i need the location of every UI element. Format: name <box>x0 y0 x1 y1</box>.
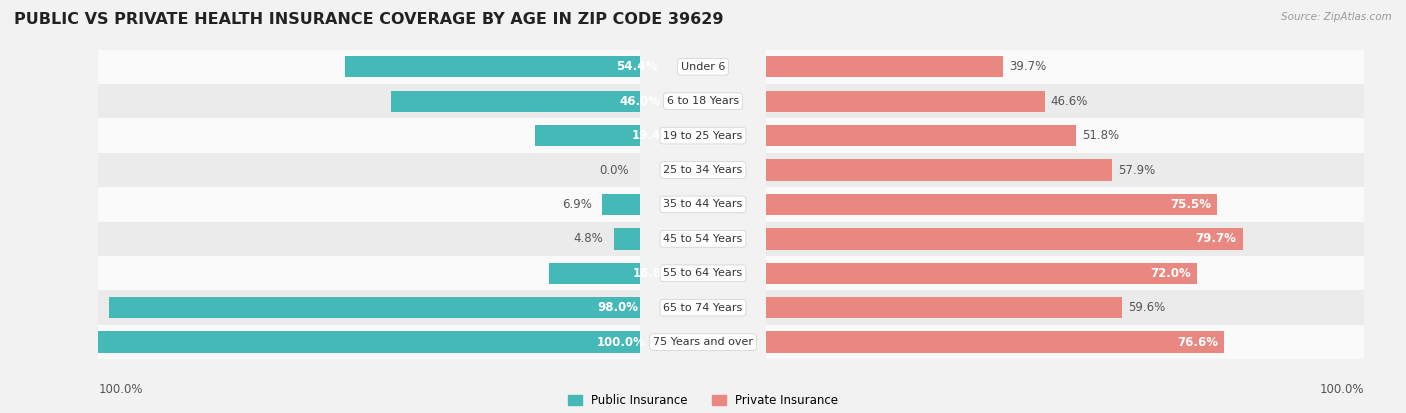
Bar <box>98 119 640 153</box>
Text: 57.9%: 57.9% <box>1118 164 1156 176</box>
Text: 79.7%: 79.7% <box>1195 233 1236 245</box>
Bar <box>614 228 640 249</box>
Text: 46.0%: 46.0% <box>620 95 661 108</box>
Bar <box>766 263 1197 284</box>
Bar <box>548 263 640 284</box>
Bar <box>98 187 640 222</box>
Text: 39.7%: 39.7% <box>1010 60 1046 73</box>
Bar <box>766 119 1364 153</box>
Bar <box>110 297 640 318</box>
Text: PUBLIC VS PRIVATE HEALTH INSURANCE COVERAGE BY AGE IN ZIP CODE 39629: PUBLIC VS PRIVATE HEALTH INSURANCE COVER… <box>14 12 724 27</box>
Bar <box>346 56 640 78</box>
Bar <box>766 84 1364 119</box>
Bar <box>766 50 1364 84</box>
Bar <box>766 325 1364 359</box>
Bar <box>766 290 1364 325</box>
Bar <box>766 90 1045 112</box>
Text: 72.0%: 72.0% <box>1150 267 1191 280</box>
Text: 55 to 64 Years: 55 to 64 Years <box>664 268 742 278</box>
Bar <box>391 90 640 112</box>
Legend: Public Insurance, Private Insurance: Public Insurance, Private Insurance <box>568 394 838 407</box>
Text: 25 to 34 Years: 25 to 34 Years <box>664 165 742 175</box>
Text: 45 to 54 Years: 45 to 54 Years <box>664 234 742 244</box>
Bar <box>766 222 1364 256</box>
Text: 76.6%: 76.6% <box>1177 336 1218 349</box>
Bar <box>766 297 1122 318</box>
Bar <box>98 290 640 325</box>
Text: 46.6%: 46.6% <box>1050 95 1088 108</box>
Text: 54.4%: 54.4% <box>616 60 657 73</box>
Bar <box>766 56 1004 78</box>
Text: 4.8%: 4.8% <box>574 233 603 245</box>
Bar <box>98 222 640 256</box>
Text: 100.0%: 100.0% <box>98 384 143 396</box>
Bar <box>766 159 1112 181</box>
Text: 100.0%: 100.0% <box>596 336 645 349</box>
Text: 35 to 44 Years: 35 to 44 Years <box>664 199 742 209</box>
Text: 6.9%: 6.9% <box>561 198 592 211</box>
Bar <box>98 153 640 187</box>
Bar <box>98 50 640 84</box>
Bar <box>602 194 640 215</box>
Bar <box>98 325 640 359</box>
Bar <box>766 125 1076 146</box>
Text: 19 to 25 Years: 19 to 25 Years <box>664 131 742 140</box>
Text: 98.0%: 98.0% <box>598 301 638 314</box>
Text: 65 to 74 Years: 65 to 74 Years <box>664 303 742 313</box>
Bar <box>98 84 640 119</box>
Text: 75.5%: 75.5% <box>1170 198 1212 211</box>
Bar <box>98 331 640 353</box>
Text: 59.6%: 59.6% <box>1129 301 1166 314</box>
Bar <box>766 194 1218 215</box>
Text: Under 6: Under 6 <box>681 62 725 72</box>
Bar <box>766 331 1225 353</box>
Text: Source: ZipAtlas.com: Source: ZipAtlas.com <box>1281 12 1392 22</box>
Bar <box>98 256 640 290</box>
Bar <box>766 228 1243 249</box>
Bar <box>534 125 640 146</box>
Text: 19.4%: 19.4% <box>631 129 672 142</box>
Text: 100.0%: 100.0% <box>1319 384 1364 396</box>
Text: 16.8%: 16.8% <box>633 267 673 280</box>
Bar <box>766 256 1364 290</box>
Text: 6 to 18 Years: 6 to 18 Years <box>666 96 740 106</box>
Text: 0.0%: 0.0% <box>599 164 628 176</box>
Bar <box>766 153 1364 187</box>
Text: 75 Years and over: 75 Years and over <box>652 337 754 347</box>
Bar <box>766 187 1364 222</box>
Text: 51.8%: 51.8% <box>1081 129 1119 142</box>
